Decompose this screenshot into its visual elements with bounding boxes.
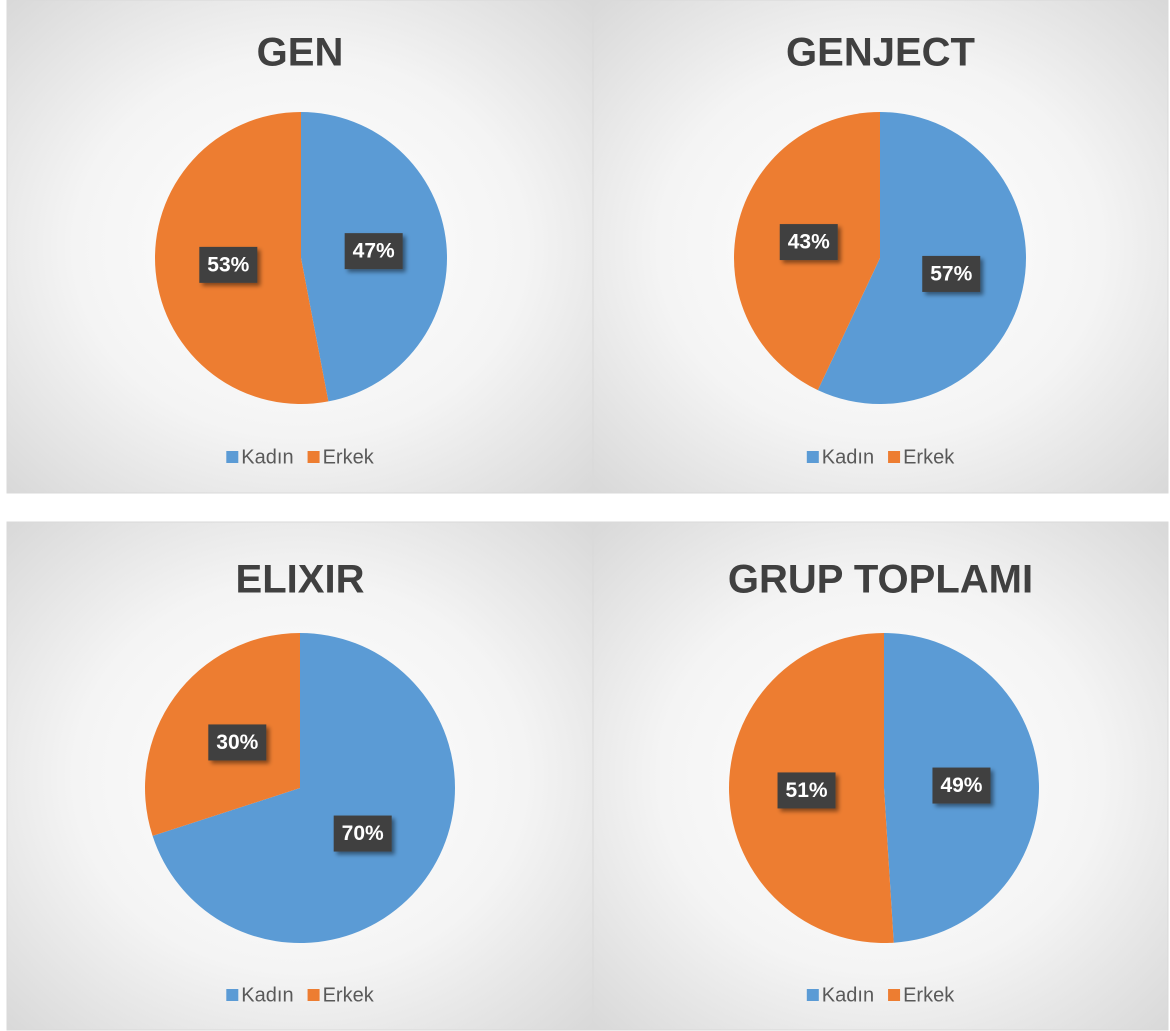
- chart-title: ELIXIR: [236, 558, 365, 602]
- value-label-box: [922, 255, 981, 292]
- legend: Kadın Erkek: [226, 446, 375, 468]
- value-label: 43%: [788, 231, 830, 254]
- legend-swatch: [806, 451, 819, 463]
- chart-title: GEN: [257, 31, 344, 75]
- value-label: 47%: [353, 240, 395, 263]
- legend-label: Erkek: [323, 984, 375, 1006]
- value-label: 57%: [930, 262, 972, 285]
- legend-swatch: [307, 451, 320, 463]
- legend-label: Kadın: [241, 446, 293, 468]
- value-label-box: [777, 772, 836, 809]
- value-label-box: [333, 815, 392, 852]
- value-label-box: [779, 224, 838, 261]
- legend-label: Kadın: [241, 984, 293, 1006]
- value-label-box: [932, 767, 991, 804]
- value-label: 30%: [216, 731, 258, 754]
- pie-slice: [817, 112, 1026, 404]
- legend-label: Kadın: [822, 446, 874, 468]
- legend-swatch: [888, 989, 901, 1001]
- value-label: 70%: [342, 822, 384, 845]
- legend: Kadın Erkek: [806, 446, 955, 468]
- legend-swatch: [226, 451, 239, 463]
- legend-swatch: [888, 451, 901, 463]
- value-label-box: [199, 246, 258, 283]
- chart-panel: ELIXIR 70% 30% Kadın Erkek: [6, 521, 594, 1031]
- chart-title: GENJECT: [786, 31, 975, 75]
- legend-label: Kadın: [822, 984, 874, 1006]
- pie-slice: [152, 633, 455, 943]
- legend: Kadın Erkek: [806, 984, 955, 1006]
- value-label-box: [344, 233, 403, 270]
- chart-panel: GENJECT 57% 43% Kadın Erkek: [592, 0, 1169, 494]
- chart-panel: GRUP TOPLAMI 49% 51% Kadın Erkek: [592, 521, 1169, 1031]
- value-label: 49%: [940, 774, 982, 797]
- value-label: 51%: [786, 779, 828, 802]
- legend-swatch: [307, 989, 320, 1001]
- legend: Kadın Erkek: [226, 984, 375, 1006]
- legend-label: Erkek: [323, 446, 375, 468]
- chart-panel: GEN 47% 53% Kadın Erkek: [6, 0, 594, 494]
- value-label: 53%: [207, 253, 249, 276]
- value-label-box: [208, 724, 267, 761]
- legend-swatch: [806, 989, 819, 1001]
- legend-swatch: [226, 989, 239, 1001]
- legend-label: Erkek: [903, 984, 955, 1006]
- legend-label: Erkek: [903, 446, 955, 468]
- chart-title: GRUP TOPLAMI: [728, 558, 1033, 602]
